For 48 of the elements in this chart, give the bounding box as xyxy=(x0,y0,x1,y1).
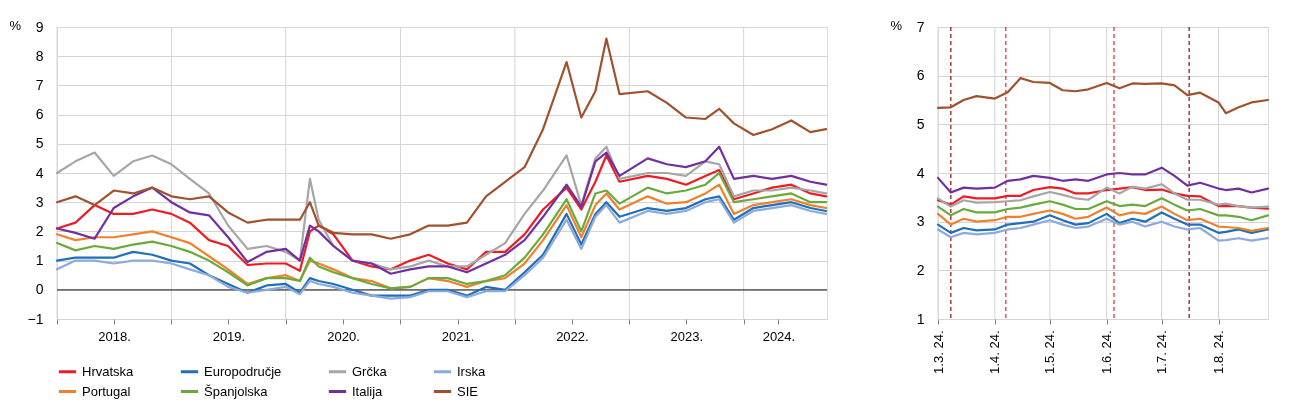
y-tick-label: 6 xyxy=(916,67,925,84)
line-series xyxy=(936,77,1270,115)
x-tick-label: 2023. xyxy=(670,328,704,344)
y-tick-label: 6 xyxy=(35,106,44,123)
y-axis-title: % xyxy=(9,17,22,33)
line-series xyxy=(936,166,1270,194)
line-series xyxy=(55,37,828,240)
y-tick-label: 7 xyxy=(916,18,925,35)
y-tick-label: 0 xyxy=(35,281,44,298)
y-tick-label: 1 xyxy=(916,310,925,327)
y-tick-label: 9 xyxy=(35,18,44,35)
y-tick-label: 2 xyxy=(35,222,44,239)
x-tick-label: 2024. xyxy=(762,328,796,344)
y-tick-label: 4 xyxy=(35,164,44,181)
y-tick-label: 3 xyxy=(35,193,44,210)
x-tick-label: 1.6. 24. xyxy=(1099,330,1115,374)
y-tick-label: 5 xyxy=(916,115,925,132)
y-tick-label: 7 xyxy=(35,76,44,93)
legend-label: Portugal xyxy=(82,383,131,399)
x-tick-label: 2020. xyxy=(327,328,360,344)
x-tick-label: 1.7. 24. xyxy=(1154,330,1170,374)
line-series xyxy=(936,205,1270,233)
x-tick-label: 1.4. 24. xyxy=(987,330,1003,374)
x-tick-label: 1.8. 24. xyxy=(1211,330,1226,374)
y-tick-label: 1 xyxy=(35,252,44,269)
y-tick-label: 2 xyxy=(916,261,925,278)
line-series xyxy=(936,217,1270,242)
legend-label: Španjolska xyxy=(204,383,269,399)
x-tick-label: 2022. xyxy=(556,328,589,344)
x-tick-label: 2021. xyxy=(441,328,475,344)
line-series xyxy=(936,211,1270,234)
y-axis-title: % xyxy=(890,17,903,33)
legend-label: Hrvatska xyxy=(82,363,135,379)
x-tick-label: 2019. xyxy=(212,328,246,344)
legend-label: Italija xyxy=(352,383,384,399)
y-tick-label: 3 xyxy=(916,213,925,230)
y-tick-label: 5 xyxy=(35,135,44,152)
legend-label: Grčka xyxy=(352,363,388,379)
x-tick-label: 2018. xyxy=(98,328,131,344)
y-tick-label: 8 xyxy=(35,47,44,64)
y-tick-label: −1 xyxy=(27,310,44,327)
y-tick-label: 4 xyxy=(916,164,925,181)
x-tick-label: 1.3. 24. xyxy=(930,330,946,374)
line-series xyxy=(936,197,1270,222)
legend-label: SIE xyxy=(457,383,479,399)
legend-label: Europodručje xyxy=(204,363,282,379)
legend-label: Irska xyxy=(457,363,486,379)
x-tick-label: 1.5. 24. xyxy=(1042,330,1058,374)
